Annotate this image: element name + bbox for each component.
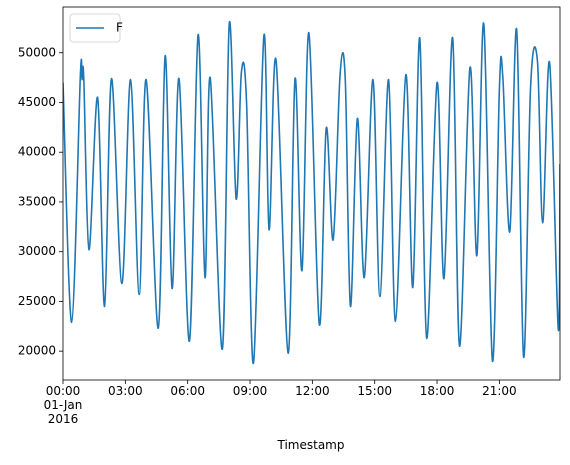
legend-label: F [116,21,123,35]
x-axis-label: Timestamp [277,438,345,452]
x-tick-label: 15:00 [357,384,392,398]
y-tick-label: 50000 [18,45,56,59]
y-tick-label: 45000 [18,95,56,109]
y-tick-label: 25000 [18,294,56,308]
y-tick-label: 30000 [18,244,56,258]
x-tick-label: 18:00 [419,384,455,398]
x-tick-label: 03:00 [108,384,143,398]
x-tick-label: 06:00 [170,384,205,398]
y-tick-label: 20000 [18,344,56,358]
x-tick-label: 21:00 [482,384,517,398]
y-tick-label: 35000 [18,194,56,208]
x-tick-label: 00:00 01-Jan 2016 [43,384,83,426]
x-tick-label: 09:00 [232,384,268,398]
line-series [63,20,560,364]
y-tick-label: 40000 [18,145,56,159]
axes-frame [62,6,561,381]
x-tick-label: 12:00 [295,384,330,398]
